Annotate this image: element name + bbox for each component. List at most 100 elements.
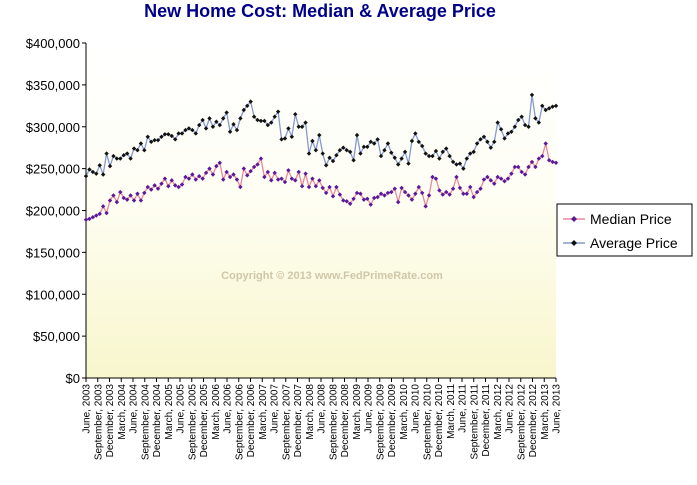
x-tick-label: March, 2005: [164, 384, 175, 440]
data-point: [145, 184, 150, 190]
data-point: [275, 109, 281, 114]
x-tick-label: June, 2004: [129, 384, 140, 434]
data-point: [553, 103, 559, 109]
data-point: [200, 117, 205, 123]
data-point: [361, 197, 367, 202]
data-point: [227, 129, 233, 134]
data-point: [296, 169, 301, 175]
data-point: [224, 169, 229, 175]
data-point: [114, 156, 120, 161]
data-point: [100, 204, 106, 209]
data-point: [457, 185, 463, 191]
y-tick-label: $200,000: [26, 204, 80, 219]
data-point: [395, 199, 401, 205]
legend-swatch-marker: [571, 240, 577, 246]
y-tick-label: $50,000: [33, 329, 80, 344]
data-point: [238, 116, 243, 121]
data-point: [540, 103, 545, 109]
data-point: [162, 132, 168, 137]
data-point: [536, 156, 542, 161]
data-point: [97, 211, 102, 217]
x-tick-label: December, 2004: [152, 384, 163, 458]
data-point: [420, 143, 425, 149]
data-point: [138, 141, 144, 146]
data-point: [90, 215, 96, 220]
data-point: [248, 168, 253, 174]
data-point: [83, 173, 89, 179]
chart-title: New Home Cost: Median & Average Price: [144, 1, 496, 21]
data-point: [464, 191, 470, 196]
data-point: [193, 131, 198, 136]
data-point: [313, 184, 319, 189]
x-tick-label: December, 2005: [199, 384, 210, 458]
data-point: [498, 176, 504, 181]
data-point: [293, 111, 298, 117]
data-point: [94, 213, 99, 218]
data-point: [279, 176, 284, 181]
data-point: [148, 139, 154, 145]
data-point: [485, 139, 490, 145]
data-point: [488, 178, 494, 183]
data-point: [159, 134, 164, 139]
legend-item: Average Price: [563, 235, 678, 251]
data-point: [272, 170, 277, 176]
data-point: [447, 192, 452, 197]
data-point: [368, 202, 373, 207]
data-point: [203, 170, 209, 176]
data-point: [241, 107, 247, 113]
x-tick-label: December, 2011: [481, 384, 492, 457]
data-point: [433, 148, 439, 154]
x-tick-label: September, 2003: [93, 384, 104, 461]
data-point: [323, 163, 329, 168]
data-point: [406, 161, 411, 166]
y-tick-label: $100,000: [26, 287, 80, 302]
x-tick-label: March, 2008: [305, 384, 316, 440]
data-point: [337, 148, 343, 153]
data-point: [444, 189, 449, 195]
data-point: [474, 189, 480, 195]
data-point: [145, 134, 150, 139]
data-point: [488, 145, 494, 150]
data-point: [245, 103, 250, 109]
y-tick-label: $150,000: [26, 245, 80, 260]
data-point: [87, 216, 92, 222]
data-point: [409, 197, 415, 202]
data-point: [533, 116, 538, 121]
data-point: [495, 174, 500, 180]
data-point: [111, 153, 116, 159]
x-axis: June, 2003 September, 2003 December, 2003 M…: [82, 377, 563, 461]
data-point: [279, 137, 284, 142]
x-tick-label: June, 2010: [411, 384, 422, 434]
data-point: [492, 139, 497, 145]
data-point: [365, 196, 370, 201]
data-point: [179, 131, 185, 136]
data-point: [378, 191, 384, 196]
data-point: [190, 127, 195, 133]
data-point: [176, 131, 181, 136]
data-point: [221, 116, 226, 121]
data-point: [128, 156, 133, 161]
data-point: [118, 189, 123, 195]
data-point: [437, 156, 442, 161]
data-point: [186, 176, 192, 181]
data-point: [444, 146, 449, 151]
x-tick-label: September, 2011: [469, 384, 480, 460]
data-point: [365, 144, 370, 150]
data-point: [114, 199, 120, 205]
data-point: [536, 120, 542, 125]
x-tick-label: September, 2010: [422, 384, 433, 461]
data-point: [409, 138, 415, 144]
data-point: [440, 149, 445, 155]
data-point: [269, 178, 274, 183]
data-point: [461, 166, 466, 171]
data-point: [135, 148, 140, 153]
data-point: [474, 141, 480, 146]
x-tick-label: September, 2007: [281, 384, 292, 461]
data-point: [231, 172, 236, 177]
data-point: [197, 173, 202, 179]
data-point: [492, 181, 497, 186]
data-point: [402, 189, 408, 195]
data-point: [162, 176, 168, 181]
data-point: [375, 194, 380, 200]
data-point: [155, 137, 161, 143]
